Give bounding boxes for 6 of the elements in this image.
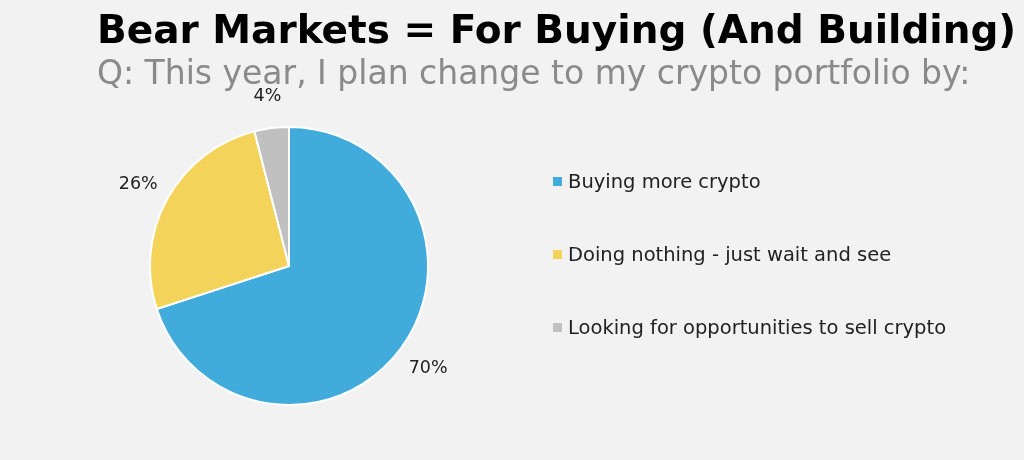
legend-label: Buying more crypto	[568, 170, 761, 193]
chart-title: Bear Markets = For Buying (And Building)	[97, 7, 1017, 52]
legend-label: Doing nothing - just wait and see	[568, 243, 892, 266]
data-label: 70%	[408, 357, 448, 378]
data-label: 26%	[118, 173, 158, 194]
legend-label: Looking for opportunities to sell crypto	[568, 316, 947, 339]
